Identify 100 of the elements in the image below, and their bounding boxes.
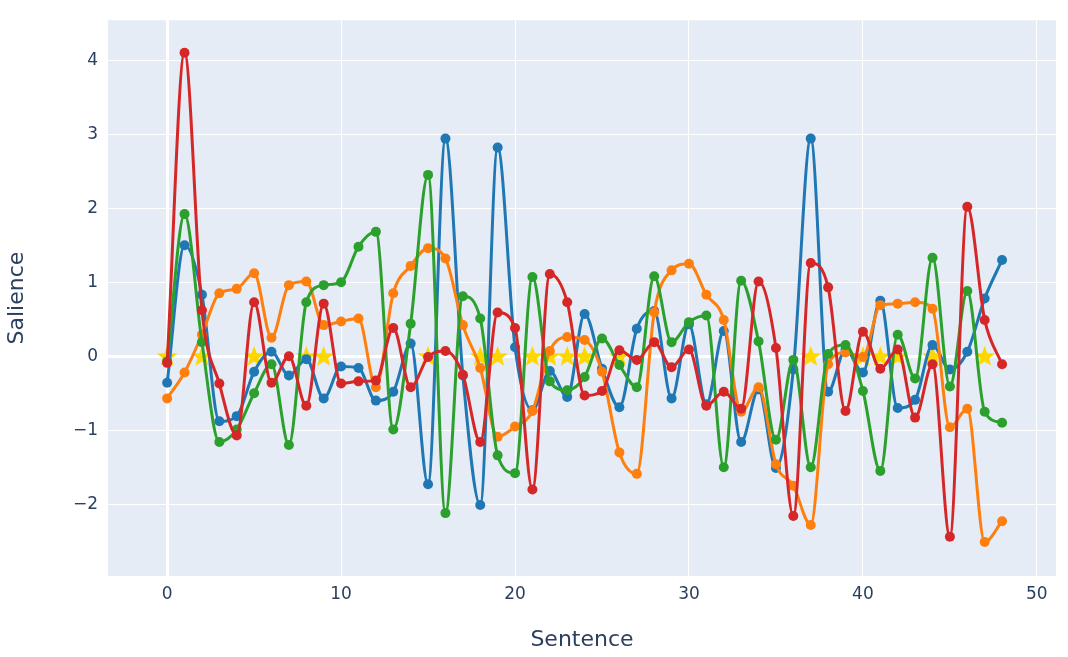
point [805,519,816,530]
point [649,271,660,282]
point [405,382,416,393]
point [562,297,573,308]
point [405,260,416,271]
point [892,298,903,309]
point [927,359,938,370]
point [962,346,973,357]
point [997,516,1008,527]
point [770,343,781,354]
point [666,362,677,373]
point [631,382,642,393]
point [857,326,868,337]
point [336,361,347,372]
point [353,241,364,252]
point [944,422,955,433]
point [423,169,434,180]
point [910,412,921,423]
point [487,345,509,366]
point [614,402,625,413]
point [440,253,451,264]
point [614,447,625,458]
point [840,405,851,416]
y-tick-label: 0 [87,345,98,366]
point [510,421,521,432]
point [388,288,399,299]
x-axis-title: Sentence [530,625,634,651]
point [388,424,399,435]
point [962,403,973,414]
point [440,508,451,519]
point [562,385,573,396]
point [521,345,543,366]
point [388,323,399,334]
y-tick-label: −2 [72,493,98,514]
point [162,377,173,388]
x-tick-label: 0 [161,582,173,603]
x-tick-label: 20 [504,582,526,603]
point [510,323,521,334]
point [800,345,822,366]
point [927,252,938,263]
point [249,366,260,377]
point [510,468,521,479]
y-tick-label: 3 [87,123,98,144]
point [423,479,434,490]
point [179,240,190,251]
point [283,351,294,362]
point [336,378,347,389]
point [353,313,364,324]
point [162,393,173,404]
point [475,437,486,448]
point [370,226,381,237]
point [283,280,294,291]
point [910,297,921,308]
point [718,462,729,473]
point [631,323,642,334]
point [405,318,416,329]
point [249,297,260,308]
point [666,337,677,348]
point [318,393,329,404]
point [910,373,921,384]
point [649,337,660,348]
point [301,276,312,287]
point [892,344,903,355]
point [475,363,486,374]
point [492,450,503,461]
point [927,303,938,314]
point [544,346,555,357]
point [753,276,764,287]
point [475,499,486,510]
point [318,280,329,291]
point [544,269,555,280]
point [805,462,816,473]
y-axis-title: Salience [2,251,28,345]
point [979,536,990,547]
point [614,360,625,371]
y-tick-label: 4 [87,49,98,70]
x-tick-label: 50 [1026,582,1048,603]
point [266,359,277,370]
point [944,531,955,542]
point [440,346,451,357]
point [683,258,694,269]
point [196,305,207,316]
point [875,300,886,311]
point [214,416,225,427]
point [579,334,590,345]
point [597,333,607,344]
point [701,289,712,300]
point [631,468,642,479]
x-tick-label: 40 [852,582,874,603]
point [631,354,642,365]
point [214,288,225,299]
point [527,484,538,495]
point [944,381,955,392]
point [283,370,294,381]
point [962,201,973,212]
point [770,434,781,445]
point [336,277,347,288]
point [492,142,503,153]
point [805,133,816,144]
point [997,359,1008,370]
